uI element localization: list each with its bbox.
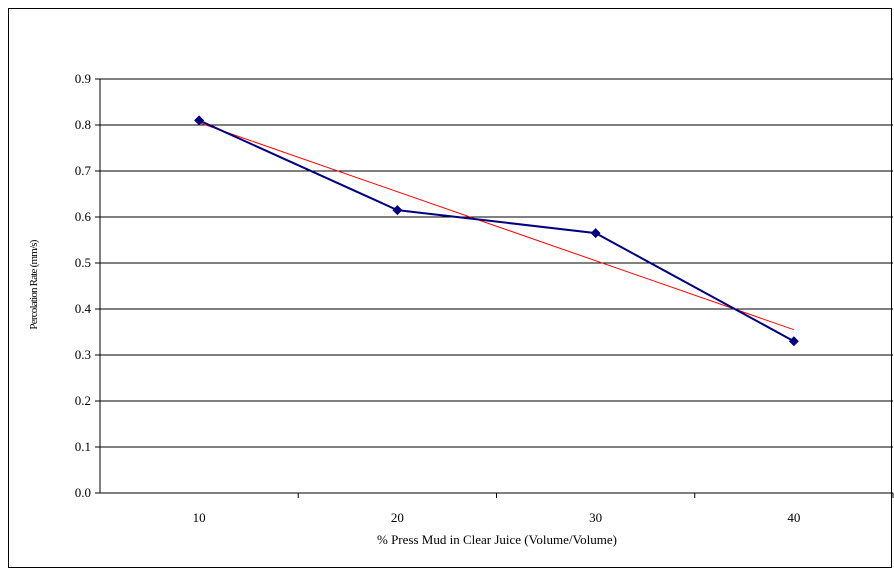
x-tick-label: 10	[193, 510, 206, 525]
data-point-marker	[788, 336, 799, 347]
y-tick-label: 0.7	[75, 163, 92, 178]
axis-layer	[95, 78, 894, 498]
label-layer: 0.0 0.1 0.2 0.3 0.4 0.5 0.6 0.7 0.8 0.9 10 20 30 40	[75, 71, 801, 525]
x-tick-label: 20	[391, 510, 404, 525]
y-tick-label: 0.1	[75, 439, 91, 454]
series-line	[198, 119, 795, 343]
series-layer	[194, 115, 799, 347]
trendline-layer	[198, 122, 795, 331]
chart-frame	[8, 8, 892, 568]
y-tick-label: 0.8	[75, 117, 91, 132]
x-tick-label: 40	[787, 510, 800, 525]
y-tick-label: 0.3	[75, 347, 91, 362]
y-tick-label: 0.5	[75, 255, 91, 270]
chart-svg: 0.0 0.1 0.2 0.3 0.4 0.5 0.6 0.7 0.8 0.9 10 20 30 40 %…	[28, 71, 894, 547]
x-tick-label: 30	[589, 510, 602, 525]
trendline	[198, 122, 795, 331]
grid-layer	[100, 78, 893, 448]
y-axis-title: Percolation Rate (mm/s)	[28, 239, 40, 329]
data-point-marker	[194, 115, 205, 126]
y-tick-label: 0.4	[75, 301, 92, 316]
y-tick-label: 0.2	[75, 393, 91, 408]
x-axis-title: % Press Mud in Clear Juice (Volume/Volum…	[377, 532, 617, 547]
data-point-marker	[392, 205, 403, 216]
y-tick-label: 0.9	[75, 71, 91, 86]
y-tick-label: 0.0	[75, 485, 91, 500]
y-tick-label: 0.6	[75, 209, 92, 224]
data-point-marker	[590, 228, 601, 239]
